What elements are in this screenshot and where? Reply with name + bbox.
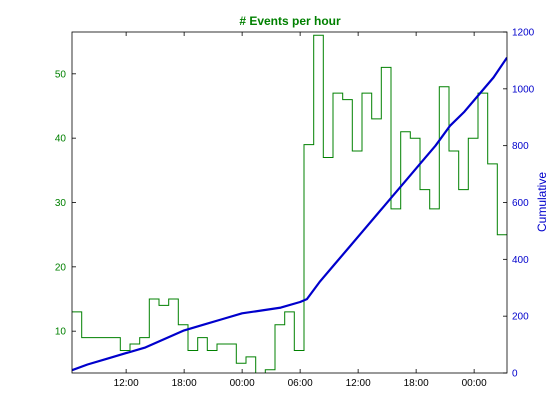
x-tick-label: 00:00 (230, 378, 255, 389)
left-y-tick-label: 50 (55, 69, 67, 80)
x-tick-label: 18:00 (172, 378, 197, 389)
plot-frame (71, 31, 508, 374)
cumulative-series (72, 56, 507, 372)
left-y-tick-label: 30 (55, 198, 67, 209)
x-tick-label: 12:00 (114, 378, 139, 389)
right-y-tick-label: 800 (512, 141, 529, 152)
x-tick-label: 12:00 (346, 378, 371, 389)
x-tick-label: 18:00 (404, 378, 429, 389)
chart-title: # Events per hour (239, 14, 341, 28)
right-y-tick-label: 1000 (512, 84, 535, 95)
right-axis-label: Cumulative (535, 172, 549, 232)
left-y-tick-label: 20 (55, 262, 67, 273)
right-y-tick-label: 400 (512, 255, 529, 266)
right-y-tick-label: 1200 (512, 28, 535, 39)
plot-area: 10 20 30 40 50 0 200 400 600 800 1000 1200 12:00 18:0… (55, 28, 535, 390)
right-y-tick-label: 0 (512, 369, 518, 380)
hourly-events-series (72, 34, 507, 373)
x-tick-label: 00:00 (462, 378, 487, 389)
left-y-tick-label: 40 (55, 134, 67, 145)
left-y-tick-label: 10 (55, 327, 67, 338)
right-y-tick-label: 200 (512, 312, 529, 323)
right-y-tick-label: 600 (512, 198, 529, 209)
x-tick-label: 06:00 (288, 378, 313, 389)
